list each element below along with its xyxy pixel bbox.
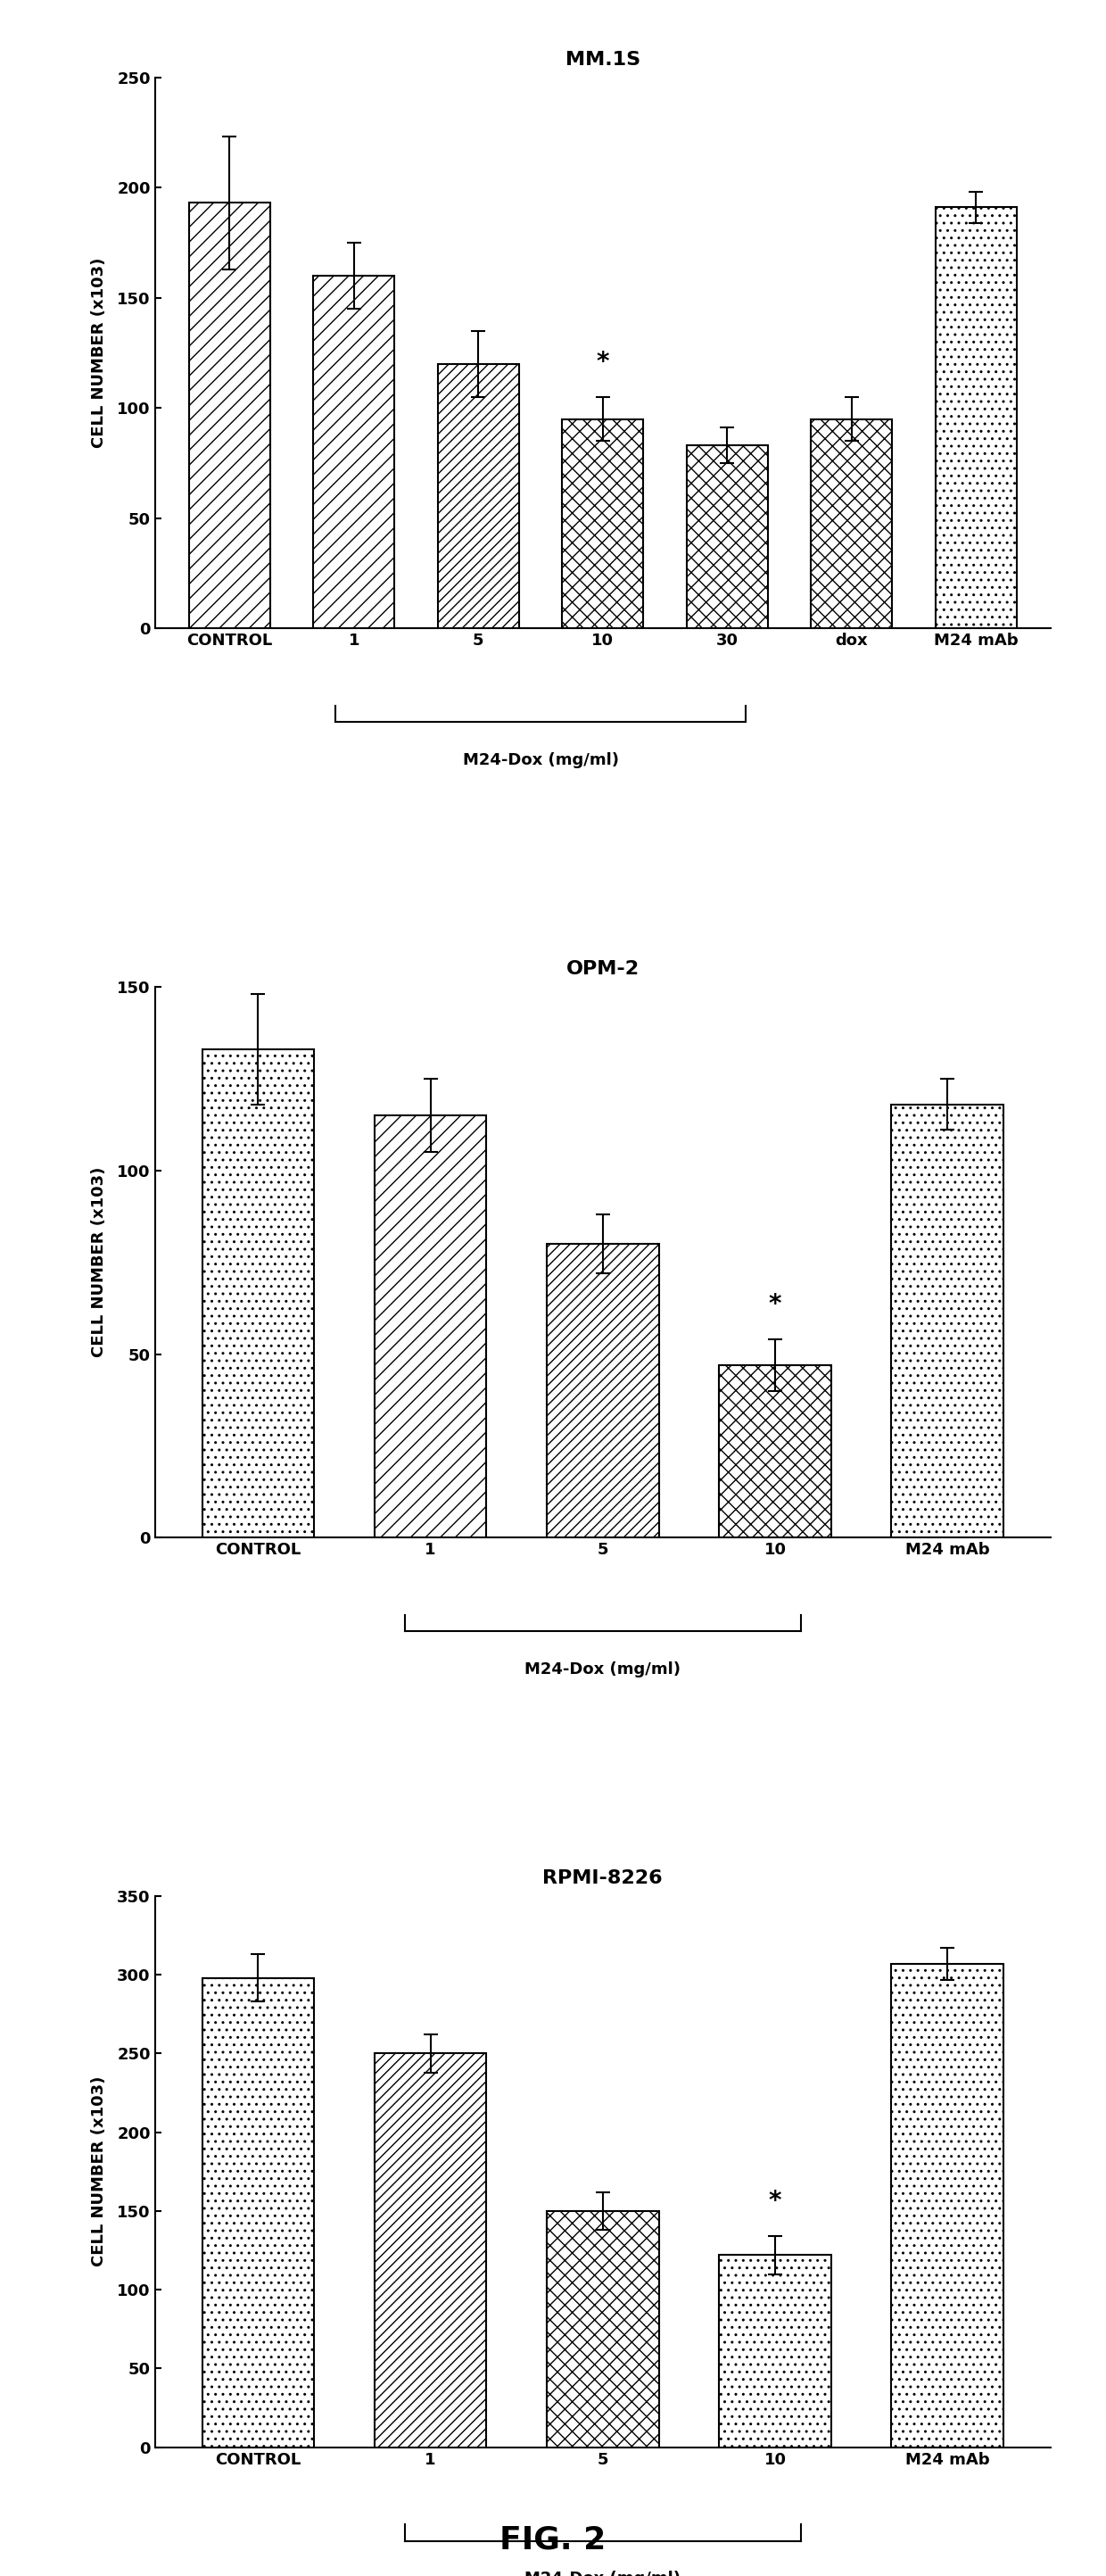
Bar: [375, 2053, 487, 2447]
Bar: [202, 1978, 314, 2447]
Text: FIG. 2: FIG. 2: [500, 2524, 606, 2555]
Bar: [189, 204, 270, 629]
Text: *: *: [596, 350, 609, 376]
Bar: [202, 1048, 314, 1538]
Bar: [719, 1365, 831, 1538]
Bar: [891, 1963, 1003, 2447]
Text: *: *: [769, 2190, 782, 2215]
Bar: [936, 206, 1016, 629]
Text: M24-Dox (mg/ml): M24-Dox (mg/ml): [462, 752, 618, 768]
Bar: [687, 446, 768, 629]
Bar: [438, 363, 519, 629]
Text: *: *: [769, 1293, 782, 1316]
Y-axis label: CELL NUMBER (x103): CELL NUMBER (x103): [91, 2076, 107, 2267]
Bar: [313, 276, 395, 629]
Bar: [891, 1105, 1003, 1538]
Bar: [546, 1244, 659, 1538]
Y-axis label: CELL NUMBER (x103): CELL NUMBER (x103): [91, 258, 107, 448]
Title: RPMI-8226: RPMI-8226: [543, 1870, 662, 1888]
Bar: [546, 2210, 659, 2447]
Bar: [562, 420, 644, 629]
Text: M24-Dox (mg/ml): M24-Dox (mg/ml): [524, 1662, 681, 1677]
Bar: [375, 1115, 487, 1538]
Y-axis label: CELL NUMBER (x103): CELL NUMBER (x103): [91, 1167, 107, 1358]
Text: M24-Dox (mg/ml): M24-Dox (mg/ml): [524, 2571, 681, 2576]
Bar: [719, 2254, 831, 2447]
Title: OPM-2: OPM-2: [566, 961, 639, 979]
Title: MM.1S: MM.1S: [565, 52, 640, 70]
Bar: [811, 420, 893, 629]
